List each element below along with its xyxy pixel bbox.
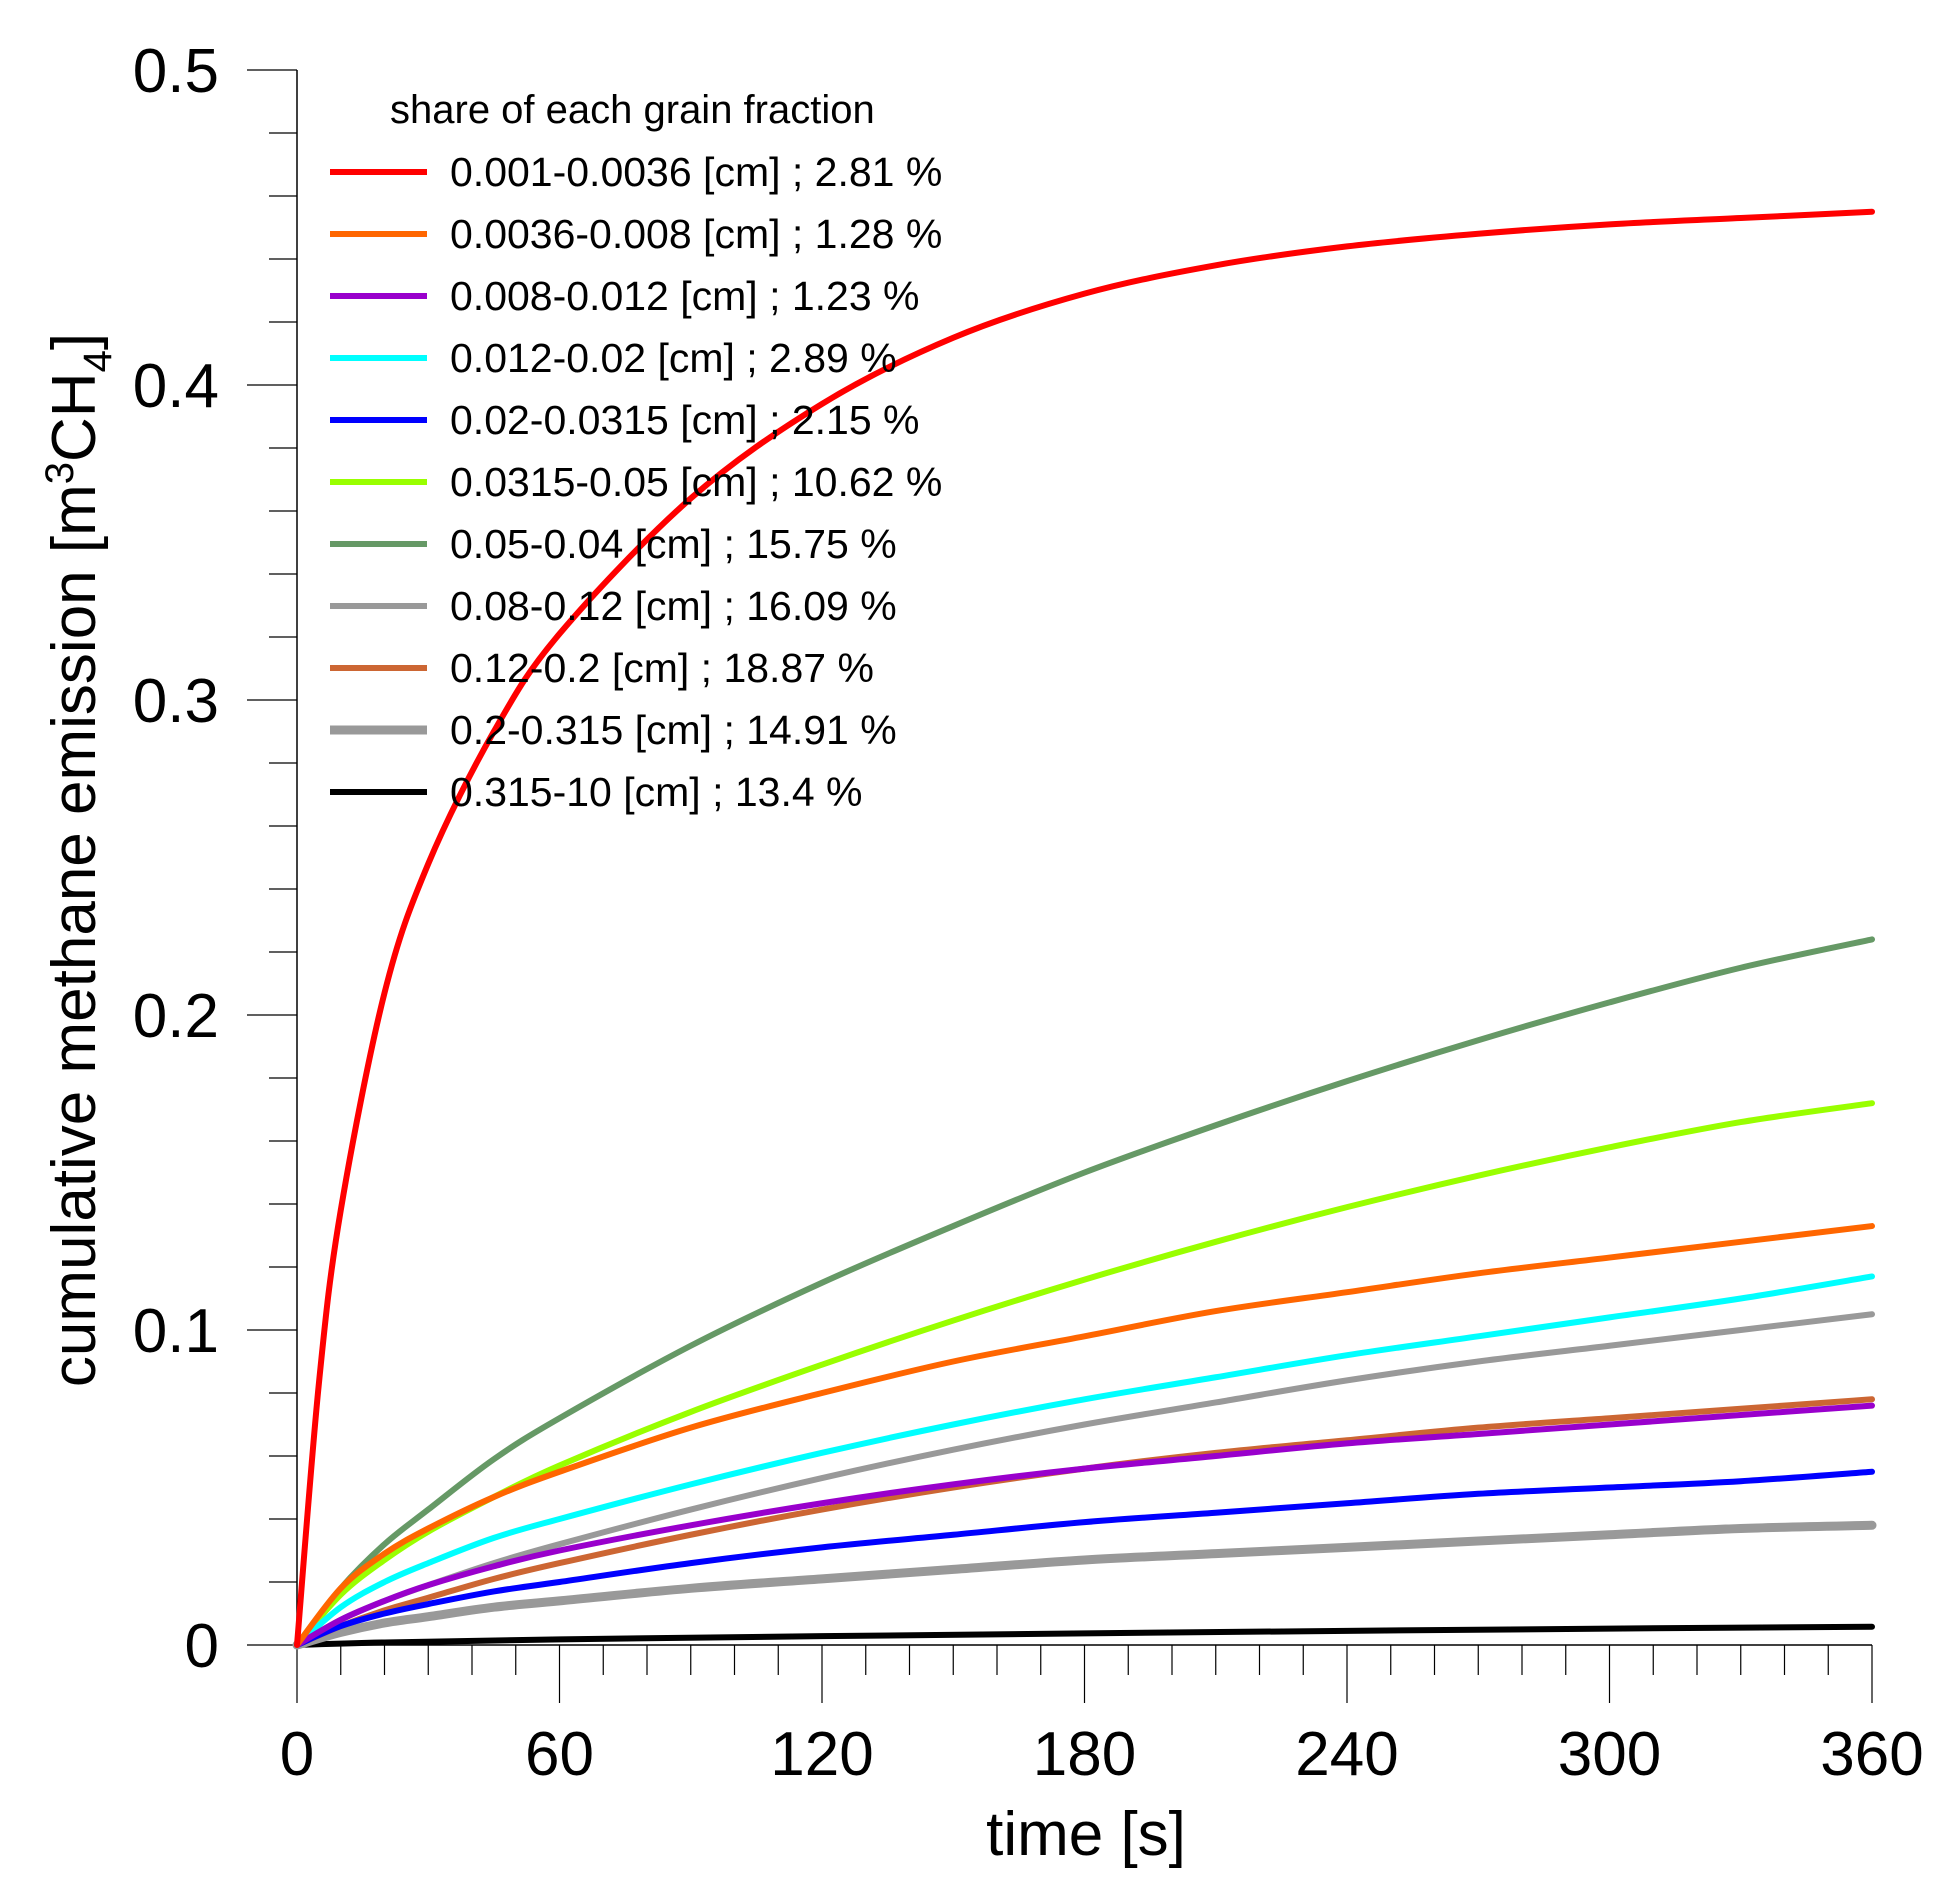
x-tick-label: 300 — [1558, 1720, 1661, 1789]
y-tick-label: 0.2 — [133, 982, 219, 1051]
y-axis-title-subscript: 4 — [76, 350, 120, 372]
y-tick-label: 0.4 — [133, 352, 219, 421]
series-line-5 — [294, 1468, 1875, 1648]
x-tick-label: 120 — [770, 1720, 873, 1789]
legend-label-5: 0.02-0.0315 [cm] ; 2.15 % — [450, 397, 920, 443]
x-tick-label: 0 — [280, 1720, 314, 1789]
y-axis-title-tail: ] — [40, 333, 109, 350]
series-line-7 — [294, 936, 1875, 1648]
series-line-1 — [294, 208, 1875, 1648]
series-line-4 — [294, 1273, 1875, 1648]
y-tick-label: 0.5 — [133, 37, 219, 106]
y-tick-label: 0.3 — [133, 667, 219, 736]
legend-label-4: 0.012-0.02 [cm] ; 2.89 % — [450, 335, 897, 381]
legend-label-7: 0.05-0.04 [cm] ; 15.75 % — [450, 521, 897, 567]
legend-label-3: 0.008-0.012 [cm] ; 1.23 % — [450, 273, 920, 319]
y-axis-title-superscript: 3 — [38, 462, 82, 484]
x-axis-title: time [s] — [986, 1800, 1186, 1869]
y-tick-label: 0 — [185, 1612, 219, 1681]
legend-label-11: 0.315-10 [cm] ; 13.4 % — [450, 769, 863, 815]
legend: share of each grain fraction 0.001-0.0036… — [330, 88, 942, 815]
series-line-11 — [294, 1623, 1875, 1648]
axes: 0 0.1 0.2 0.3 0.4 0.5 0 60 120 180 240 300 360 — [133, 37, 1924, 1789]
series-line-10 — [292, 1520, 1877, 1650]
axis-labels: time [s] cumulative methane emission [m3… — [38, 333, 1186, 1869]
x-tick-label: 360 — [1820, 1720, 1923, 1789]
legend-label-1: 0.001-0.0036 [cm] ; 2.81 % — [450, 149, 942, 195]
x-tick-label: 240 — [1295, 1720, 1398, 1789]
legend-label-10: 0.2-0.315 [cm] ; 14.91 % — [450, 707, 897, 753]
y-axis-title: cumulative methane emission [m3CH4] — [38, 333, 120, 1387]
y-axis-title-middle: CH — [40, 372, 109, 462]
x-tick-label: 180 — [1033, 1720, 1136, 1789]
legend-label-6: 0.0315-0.05 [cm] ; 10.62 % — [450, 459, 942, 505]
series-line-3 — [294, 1402, 1875, 1648]
legend-label-9: 0.12-0.2 [cm] ; 18.87 % — [450, 645, 874, 691]
legend-label-8: 0.08-0.12 [cm] ; 16.09 % — [450, 583, 897, 629]
series-lines — [292, 208, 1877, 1650]
y-axis-title-main: cumulative methane emission [m — [40, 484, 109, 1387]
legend-label-2: 0.0036-0.008 [cm] ; 1.28 % — [450, 211, 942, 257]
x-tick-label: 60 — [525, 1720, 594, 1789]
legend-title: share of each grain fraction — [390, 88, 875, 132]
y-tick-label: 0.1 — [133, 1297, 219, 1366]
series-line-2 — [294, 1223, 1875, 1648]
